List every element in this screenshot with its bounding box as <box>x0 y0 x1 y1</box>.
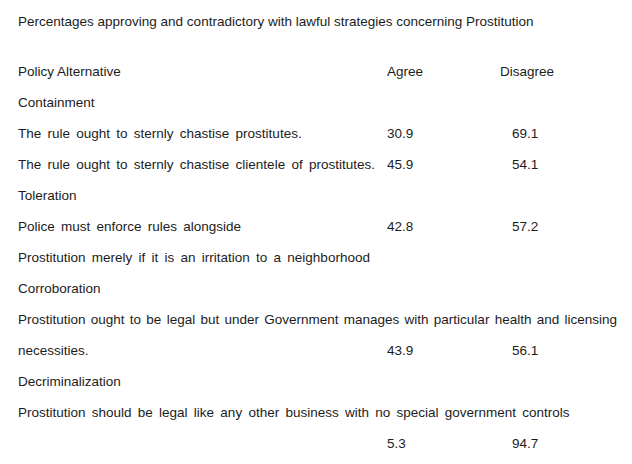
table-row: Police must enforce rules alongside42.85… <box>18 217 617 248</box>
policy-label: Prostitution should be legal like any ot… <box>18 403 617 422</box>
table-row: The rule ought to sternly chastise clien… <box>18 155 617 186</box>
policy-label: Police must enforce rules alongside <box>18 217 387 236</box>
agree-value: 5.3 <box>387 434 500 453</box>
policy-label: The rule ought to sternly chastise clien… <box>18 155 387 174</box>
policy-label: necessities. <box>18 341 387 360</box>
disagree-value: 56.1 <box>500 341 617 360</box>
table-row: Prostitution ought to be legal but under… <box>18 310 617 341</box>
agree-value: 30.9 <box>387 124 500 143</box>
table-caption: Percentages approving and contradictory … <box>18 12 617 43</box>
agree-value: 43.9 <box>387 341 500 360</box>
table-row: The rule ought to sternly chastise prost… <box>18 124 617 155</box>
table-row: necessities.43.956.1 <box>18 341 617 372</box>
column-header-policy: Policy Alternative <box>18 62 387 81</box>
section-heading-toleration: Toleration <box>18 186 617 217</box>
policy-label: The rule ought to sternly chastise prost… <box>18 124 387 143</box>
document-page: Percentages approving and contradictory … <box>0 0 632 464</box>
disagree-value: 69.1 <box>500 124 617 143</box>
disagree-value: 94.7 <box>500 434 617 453</box>
column-header-disagree: Disagree <box>500 62 617 81</box>
disagree-value: 57.2 <box>500 217 617 236</box>
section-heading-decriminalization: Decriminalization <box>18 372 617 403</box>
section-heading-containment: Containment <box>18 93 617 124</box>
section-heading-corroboration: Corroboration <box>18 279 617 310</box>
agree-value: 45.9 <box>387 155 500 174</box>
table-header-row: Policy Alternative Agree Disagree <box>18 62 617 93</box>
table-row: Prostitution merely if it is an irritati… <box>18 248 617 279</box>
column-header-agree: Agree <box>387 62 500 81</box>
policy-label: Prostitution ought to be legal but under… <box>18 310 617 329</box>
disagree-value: 54.1 <box>500 155 617 174</box>
table-row: Prostitution should be legal like any ot… <box>18 403 617 434</box>
policy-label: Prostitution merely if it is an irritati… <box>18 248 617 267</box>
table-body: ContainmentThe rule ought to sternly cha… <box>18 93 617 464</box>
agree-value: 42.8 <box>387 217 500 236</box>
table-row: 5.394.7 <box>18 434 617 464</box>
